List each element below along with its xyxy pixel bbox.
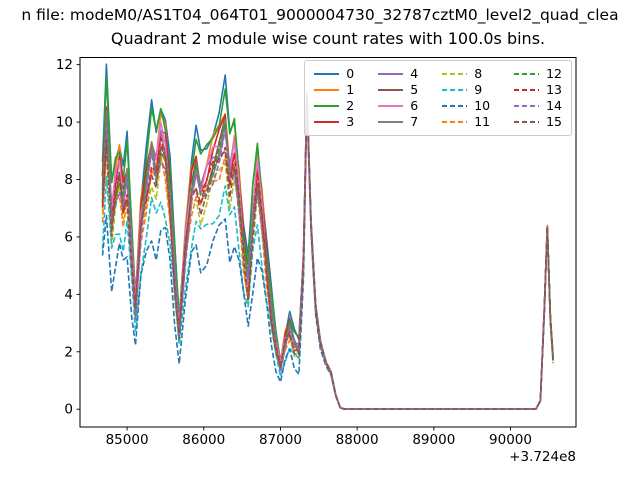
y-tick-label: 0 [64, 402, 73, 418]
legend-item-0: 0 [314, 66, 354, 82]
x-tick-label: 88000 [336, 432, 379, 448]
legend-label: 4 [410, 65, 419, 81]
y-tick-label: 6 [64, 229, 73, 245]
series-line-1 [101, 92, 554, 411]
y-tick-label: 2 [64, 344, 73, 360]
figure-suptitle: n file: modeM0/AS1T04_064T01_9000004730_… [21, 6, 619, 24]
legend-label: 0 [346, 65, 355, 81]
legend-solid-line-sample [314, 73, 340, 75]
legend-solid-line-sample [314, 89, 340, 91]
legend-item-2: 2 [314, 98, 354, 114]
legend-label: 5 [410, 81, 419, 97]
legend-label: 13 [546, 81, 562, 97]
series-line-8 [101, 96, 554, 411]
legend-item-8: 8 [442, 66, 490, 82]
legend-solid-line-sample [378, 105, 404, 107]
legend-label: 10 [474, 97, 491, 113]
y-tick-label: 8 [64, 172, 73, 188]
legend-label: 1 [346, 81, 355, 97]
axes-frame [79, 57, 577, 428]
legend-label: 12 [546, 65, 562, 81]
legend-dashed-line-sample [442, 89, 468, 91]
legend-item-10: 10 [442, 98, 490, 114]
legend-dashed-line-sample [514, 105, 540, 107]
legend-solid-line-sample [314, 105, 340, 107]
legend-label: 7 [410, 113, 419, 129]
legend-solid-line-sample [378, 73, 404, 75]
x-tick-label: 86000 [182, 432, 225, 448]
legend-label: 9 [474, 81, 483, 97]
legend: 0 1 2 3 4 5 6 7 8 9 10 11 12 13 14 15 [304, 60, 572, 136]
x-axis-offset-label: +3.724e8 [509, 449, 576, 465]
legend-solid-line-sample [378, 89, 404, 91]
legend-dashed-line-sample [442, 105, 468, 107]
legend-item-5: 5 [378, 82, 418, 98]
legend-label: 8 [474, 65, 483, 81]
legend-dashed-line-sample [514, 73, 540, 75]
legend-label: 3 [346, 113, 355, 129]
legend-item-14: 14 [514, 98, 562, 114]
y-tick-label: 10 [56, 115, 73, 131]
legend-dashed-line-sample [442, 121, 468, 123]
legend-item-4: 4 [378, 66, 418, 82]
legend-label: 6 [410, 97, 419, 113]
legend-label: 15 [546, 113, 562, 129]
series-line-9 [101, 100, 554, 411]
legend-solid-line-sample [378, 121, 404, 123]
legend-label: 11 [474, 113, 491, 129]
legend-label: 14 [546, 97, 562, 113]
y-tick-label: 4 [64, 287, 73, 303]
x-tick-label: 90000 [489, 432, 532, 448]
legend-item-3: 3 [314, 114, 354, 130]
series-line-11 [101, 96, 554, 411]
legend-item-11: 11 [442, 114, 490, 130]
legend-item-13: 13 [514, 82, 562, 98]
axes-title: Quadrant 2 module wise count rates with … [110, 29, 546, 48]
legend-item-6: 6 [378, 98, 418, 114]
x-tick-label: 89000 [412, 432, 455, 448]
legend-item-7: 7 [378, 114, 418, 130]
x-tick-label: 87000 [259, 432, 302, 448]
x-tick-label: 85000 [106, 432, 149, 448]
legend-label: 2 [346, 97, 355, 113]
series-line-15 [101, 95, 554, 411]
legend-item-1: 1 [314, 82, 354, 98]
legend-dashed-line-sample [514, 121, 540, 123]
series-line-3 [101, 92, 554, 411]
series-line-14 [101, 95, 554, 411]
legend-dashed-line-sample [514, 89, 540, 91]
legend-item-15: 15 [514, 114, 562, 130]
legend-solid-line-sample [314, 121, 340, 123]
legend-dashed-line-sample [442, 73, 468, 75]
legend-item-9: 9 [442, 82, 490, 98]
y-tick-label: 12 [56, 57, 73, 73]
legend-item-12: 12 [514, 66, 562, 82]
